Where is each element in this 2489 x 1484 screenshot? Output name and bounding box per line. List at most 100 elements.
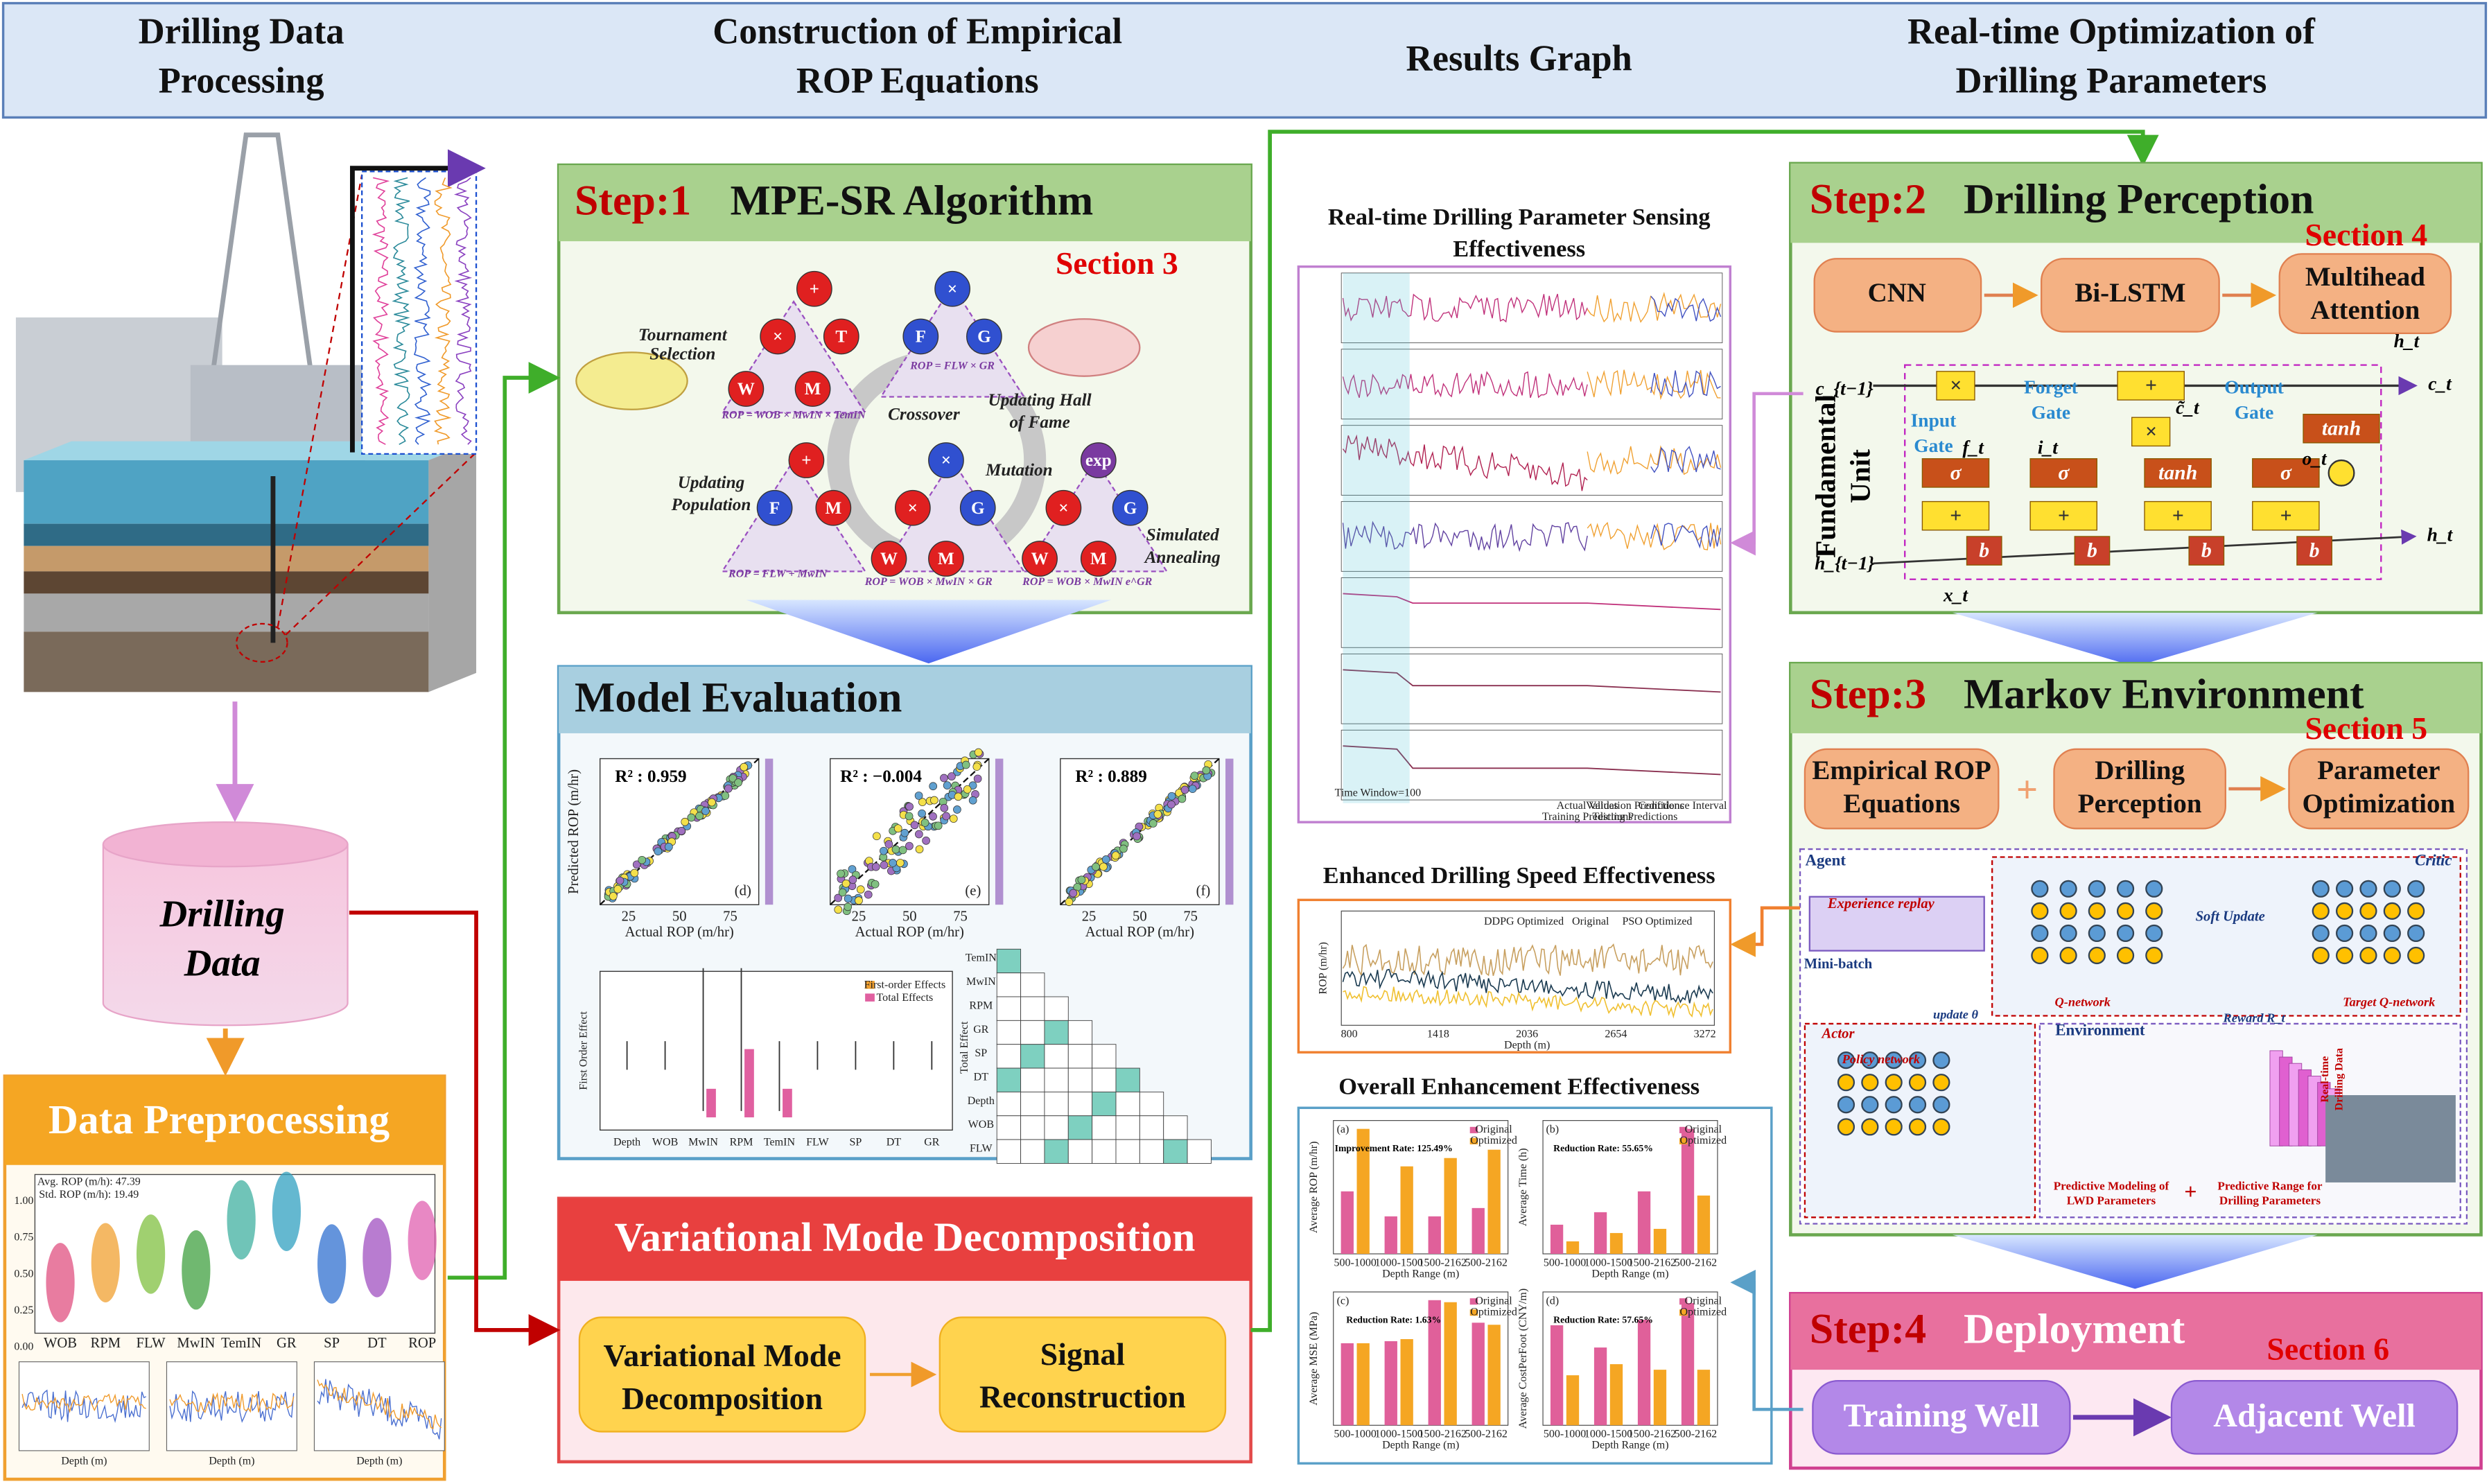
log-curve [392,177,411,445]
mdp-label: Agent [1805,852,1846,869]
concept-box [1804,748,2000,830]
identity-line [829,758,990,906]
box-label: Optimization [2303,789,2456,819]
y-axis-label: Average Time (h) [1517,1148,1529,1226]
texture-line [1587,445,1722,475]
matrix-cell [1163,1115,1188,1140]
scatter-dot [1101,855,1110,864]
matrix-cell [996,1044,1022,1069]
neuron [2059,946,2077,965]
x-tick-label: 25 [622,909,636,924]
realtime-label: Drilling Data [2333,1048,2345,1110]
tree-node [928,541,964,577]
time-window [1343,272,1410,803]
x-tick-label: 3272 [1694,1029,1716,1040]
unit-label: Fundamental Unit [1810,394,1876,558]
matrix-cell [996,1115,1022,1140]
strata [24,631,429,692]
x-tick-label: 75 [953,909,968,924]
x-tick-label: 50 [902,909,917,924]
neuron [1837,1051,1855,1070]
mdp-label: Policy network [1842,1052,1921,1066]
box-label: Adjacent Well [2213,1397,2416,1434]
neuron [2031,902,2049,920]
scatter-dot [848,875,857,884]
node-label: M [1090,550,1107,568]
tree-node [928,442,964,478]
neuron [2088,902,2106,920]
x-tick-label: RPM [730,1136,753,1148]
box-line: Multihead [2305,262,2425,292]
box-label: Empirical ROP [1812,756,1991,785]
formula: ROP = FLW × GR [909,360,995,372]
axis-label: Depth (m) [209,1456,254,1467]
x-axis-label: Actual ROP (m/hr) [1085,925,1194,940]
legend-swatch [1469,1309,1478,1316]
bar [1653,1370,1667,1426]
neuron [1908,1118,1927,1136]
x-tick-label: TemIN [221,1336,261,1351]
scatter-dot [1092,862,1100,871]
panel-title-bar [1790,163,2481,243]
bar [1697,1370,1711,1426]
node-label: W [737,380,755,399]
step-label: Step:1 [575,177,691,225]
legend-swatch [1679,1126,1688,1133]
bar [1400,1166,1413,1254]
bar [1471,1207,1485,1254]
scatter-dot [922,837,930,845]
tree-node [894,489,931,526]
model-box [2041,258,2220,333]
speed-axes [1340,910,1715,1026]
step-label: Step:4 [1810,1306,1926,1353]
neuron [1837,1074,1855,1092]
node-label: M [805,380,821,399]
texture-line [1342,434,1588,491]
box-label: CNN [1868,278,1926,308]
gate-box [2029,458,2098,488]
legend-swatch [1469,1126,1478,1133]
bar [1428,1300,1441,1426]
x-tick-label: 25 [1082,909,1097,924]
note: Reduction Rate: 57.65% [1553,1314,1653,1325]
neuron [2088,924,2106,943]
note: Improvement Rate: 125.49% [1335,1143,1453,1153]
bar [1609,1232,1623,1254]
x-tick-label: 1500-2162 [1628,1429,1676,1440]
bar [1340,1191,1354,1254]
legend-label: Original [1685,1295,1722,1307]
scatter-dot [940,803,949,812]
tree-node [966,318,1002,355]
scatter-dot [973,774,982,783]
legend-label: Training Predictions [1542,811,1633,823]
scatter-dot [701,807,710,815]
mdp-label: Actor [1821,1027,1855,1042]
bar [1697,1195,1711,1254]
x-tick-label: 500-1000 [1544,1257,1586,1268]
flow-funnel [1952,612,2318,667]
x-tick-label: 1000-1500 [1584,1257,1632,1268]
overall-bar-charts: 500-10001000-15001500-2162500-2162(a)Imp… [1308,1120,1727,1451]
vmd-box-label: Variational Mode Decomposition [603,1338,841,1416]
axis-label: Depth (m) [356,1456,402,1467]
process-label: Updating [678,473,745,492]
box-label: Bi-LSTM [2075,278,2185,308]
bar [1340,1343,1354,1426]
symbol: c_t [2428,374,2452,394]
matrix-cell [1092,1044,1117,1069]
vmd-box [938,1316,1227,1433]
x-tick-label: Depth [613,1136,640,1148]
scatter-dot [1077,875,1086,884]
neuron [1861,1096,1879,1114]
x-axis-label: Depth Range (m) [1591,1440,1668,1451]
scatter-dot [961,760,970,769]
neuron [2116,946,2135,965]
tree-node [902,318,939,355]
mini-plot [18,1361,150,1451]
scatter-dot [1111,851,1120,860]
tree-node [794,371,831,407]
neuron [1908,1051,1927,1070]
scatter-dot [677,827,685,835]
header-line: Construction of Empirical [713,11,1122,51]
sum-box [2029,500,2098,531]
